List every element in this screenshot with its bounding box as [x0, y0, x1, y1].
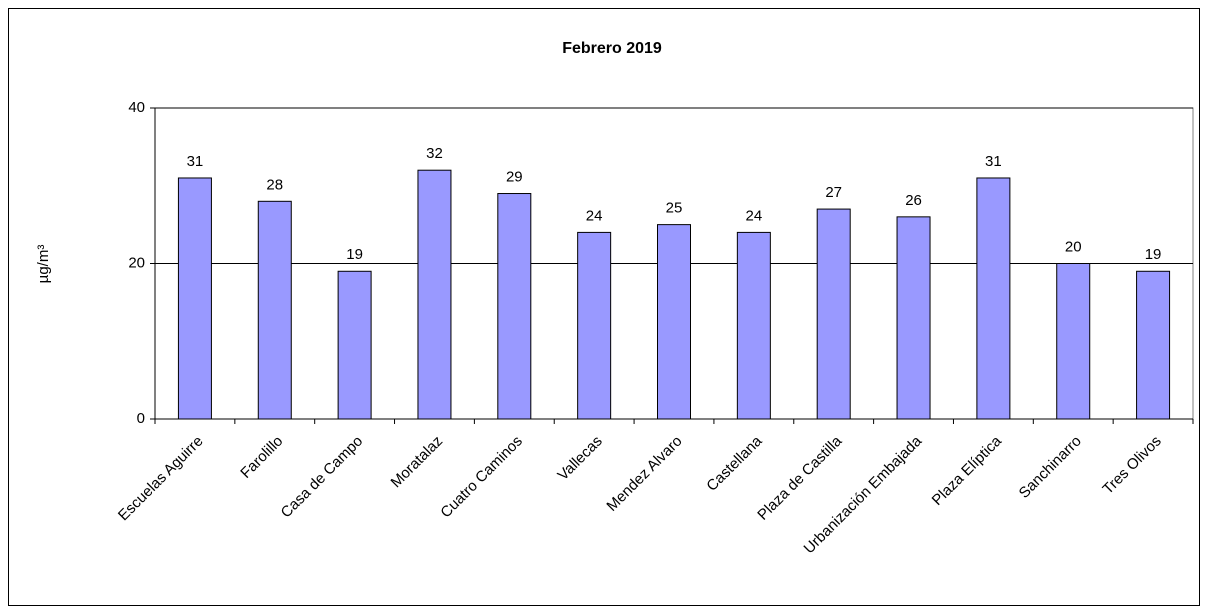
bar: [497, 193, 532, 420]
y-tick-label: 40: [128, 99, 145, 116]
data-label: 31: [187, 153, 204, 170]
data-label: 27: [825, 184, 842, 201]
y-tick-label: 20: [128, 254, 145, 271]
data-label: 19: [1145, 246, 1162, 263]
data-label: 32: [426, 145, 443, 162]
chart-title: Febrero 2019: [562, 40, 662, 57]
data-label: 25: [666, 200, 683, 217]
bar: [577, 231, 612, 420]
bar: [657, 224, 691, 420]
y-axis-label: µg/m³: [35, 245, 52, 284]
data-label: 28: [266, 176, 283, 193]
bar: [816, 208, 851, 420]
data-label: 31: [985, 153, 1002, 170]
bar: [976, 177, 1011, 420]
data-label: 24: [746, 207, 763, 224]
data-label: 29: [506, 168, 523, 185]
data-label: 19: [346, 246, 363, 263]
bar: [1136, 270, 1171, 420]
y-tick-label: 0: [137, 410, 145, 427]
bar: [896, 216, 931, 420]
bar: [736, 231, 771, 420]
bar: [337, 270, 372, 420]
data-label: 26: [905, 192, 922, 209]
bar: [417, 169, 452, 420]
data-label: 24: [586, 207, 603, 224]
bar: [1056, 263, 1091, 420]
data-label: 20: [1065, 238, 1082, 255]
bar: [177, 177, 212, 420]
bar: [257, 200, 292, 420]
